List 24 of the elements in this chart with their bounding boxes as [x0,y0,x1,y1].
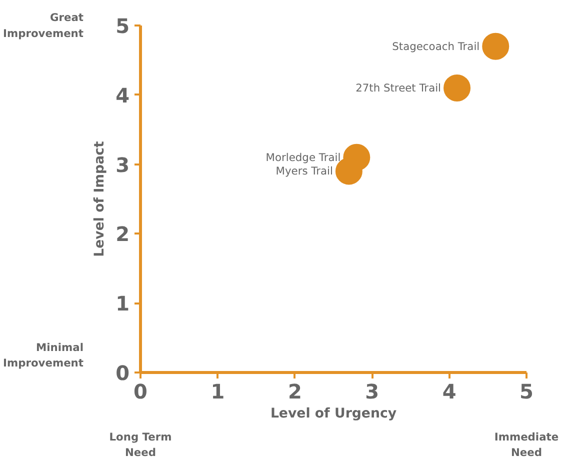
x-tick-label: 1 [210,380,225,404]
x-tick-label: 2 [288,380,302,404]
annotation: Stagecoach Trail [392,40,480,53]
annotation: Myers Trail [276,164,333,178]
y-tick-label: 4 [116,83,130,108]
x-tick-label: 5 [520,380,534,404]
x-tick-label: 0 [134,380,148,404]
point [444,74,471,102]
y-tick-label: 3 [116,152,130,177]
y-tick-label: 0 [116,361,130,385]
x-axis-title: Level of Urgency [270,406,397,422]
text: Great Improvement [3,11,84,40]
y-tick-label: 5 [116,14,130,38]
point [482,32,510,60]
x-tick-label: 3 [365,380,380,404]
y-axis-title: Level of Impact [92,140,108,257]
y-tick-label: 2 [116,222,130,246]
x-tick-label: 4 [442,380,456,404]
text: Long Term Need [109,430,172,460]
annotation: 27th Street Trail [356,81,442,94]
text: Minimal Improvement [3,340,84,370]
annotation: Morledge Trail [266,150,341,164]
text: Immediate Need [494,430,559,460]
y-tick-label: 1 [116,292,130,316]
